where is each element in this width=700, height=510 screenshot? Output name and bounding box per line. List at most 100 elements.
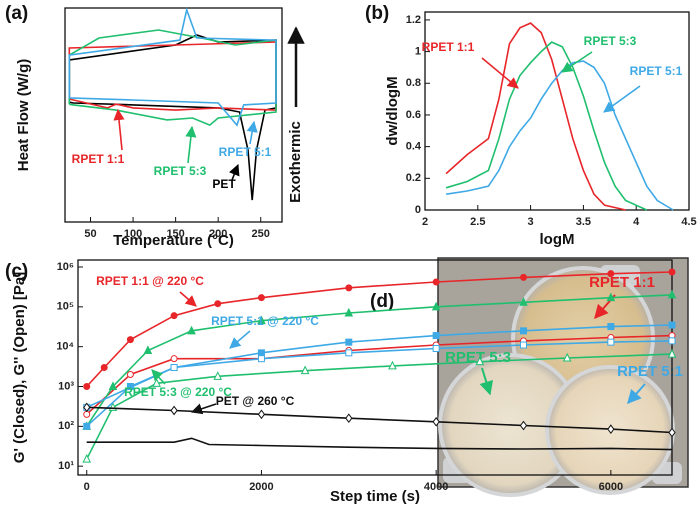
marker [668, 321, 676, 329]
annotation: PET @ 260 °C [216, 394, 295, 408]
annotation: RPET 5:3 @ 220 °C [124, 385, 232, 399]
marker [668, 337, 676, 345]
marker [345, 284, 353, 292]
y-tick-label: 0.8 [406, 77, 421, 89]
annotation: RPET 5:1 [630, 64, 683, 78]
series-line [86, 406, 673, 434]
marker [667, 349, 677, 358]
annotation: RPET 5:3 [584, 34, 637, 48]
x-tick-label: 200 [209, 228, 227, 240]
y-tick-label: 0 [415, 204, 421, 216]
marker [170, 312, 178, 320]
y-tick-label: 0.4 [406, 141, 422, 153]
x-tick-label: 150 [166, 228, 184, 240]
arrow [627, 383, 646, 405]
x-tick-label: 2.5 [470, 216, 485, 228]
marker [170, 355, 178, 363]
chart: 50 100 150 200 250 (a) Temperature (°C) Heat Fl… [5, 3, 305, 249]
x-tick-label: 3.5 [576, 216, 591, 228]
marker [607, 323, 615, 331]
marker [257, 349, 265, 357]
series-line [68, 7, 277, 127]
marker [520, 341, 527, 349]
marker [431, 301, 441, 311]
marker [432, 416, 440, 427]
photo-label: RPET 5:1 [617, 363, 683, 380]
marker [257, 355, 265, 363]
panel-label: (d) [370, 291, 394, 312]
plot-frame [424, 11, 690, 211]
series-line [68, 34, 277, 201]
x-tick-label: 0 [84, 481, 90, 493]
annotation: PET [212, 177, 236, 191]
annotation-arrow [603, 85, 641, 113]
annotation: RPET 1:1 [72, 152, 125, 166]
marker [562, 352, 572, 362]
y-tick-label: 10⁴ [56, 341, 74, 353]
chart: 2 2.5 3 3.5 4 4.5 0 0.2 0.4 0.6 0.8 1 1.2 (b) logM dw/d… [365, 3, 697, 248]
y-tick-label: 1.2 [406, 14, 421, 26]
marker [170, 364, 178, 371]
y-tick-label: 10¹ [58, 460, 74, 472]
x-tick-label: 3 [528, 216, 534, 228]
annotation-arrow [246, 120, 258, 145]
x-tick-label: 2000 [249, 481, 273, 493]
marker [214, 300, 222, 308]
arrow [479, 367, 493, 396]
x-axis-label: logM [540, 231, 575, 248]
marker [607, 424, 615, 434]
series-line [86, 294, 673, 427]
annotation-arrow [229, 163, 240, 181]
annotation-arrow [481, 57, 519, 89]
marker [345, 338, 353, 346]
y-tick-label: 10⁵ [57, 301, 74, 313]
marker [83, 383, 91, 391]
marker [126, 336, 134, 344]
series-line [445, 41, 648, 211]
x-tick-label: 100 [124, 228, 142, 240]
marker [345, 349, 353, 357]
panel-label: (a) [5, 3, 28, 24]
annotation-arrow [179, 291, 197, 307]
marker [300, 365, 310, 375]
x-axis-label: Step time (s) [330, 488, 420, 505]
marker [82, 454, 92, 463]
marker [519, 420, 528, 431]
marker [257, 294, 265, 302]
marker [152, 378, 161, 387]
plot-frame [77, 259, 673, 476]
marker [607, 270, 615, 278]
marker [667, 289, 677, 299]
marker [83, 422, 91, 430]
x-tick-label: 250 [252, 228, 270, 240]
panel-label: (c) [5, 261, 28, 282]
annotation: RPET 1:1 [422, 40, 475, 54]
marker [432, 332, 440, 340]
plot-frame [64, 7, 283, 223]
marker [668, 268, 676, 276]
marker [257, 409, 266, 420]
marker [257, 315, 266, 325]
x-tick-label: 50 [84, 228, 96, 240]
annotation: RPET 1:1 @ 220 °C [96, 274, 204, 288]
y-axis-label: dw/dlogM [384, 76, 401, 145]
marker [520, 327, 527, 335]
marker [345, 413, 353, 424]
photo: (d) RPET 1:1 RPET 5:3 RPET 5:1 [370, 257, 689, 497]
marker [520, 273, 527, 281]
x-axis-label: Temperature (°C) [113, 232, 234, 249]
y-tick-label: 10³ [58, 380, 74, 392]
marker [607, 338, 615, 346]
annotation: RPET 5:1 @ 220 °C [211, 314, 319, 328]
x-tick-label: 4.5 [681, 216, 696, 228]
marker [83, 410, 91, 418]
photo-label: RPET 1:1 [589, 274, 655, 291]
annotation-arrow [561, 51, 593, 73]
marker [187, 325, 196, 335]
annotation-arrow [151, 369, 166, 385]
marker [519, 297, 528, 306]
y-tick-label: 0.6 [406, 109, 421, 121]
x-tick-label: 4 [633, 216, 640, 228]
marker [108, 381, 118, 391]
